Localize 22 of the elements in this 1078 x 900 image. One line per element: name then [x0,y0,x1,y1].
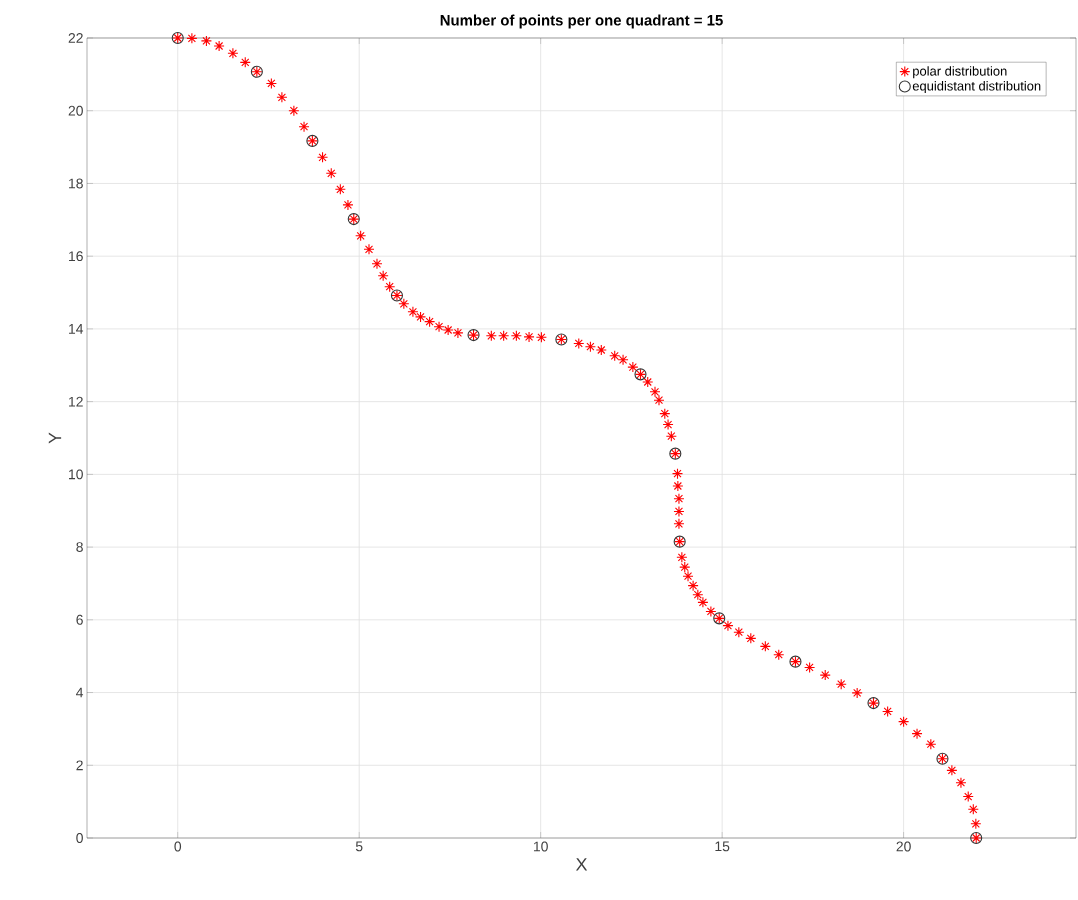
y-tick-label: 4 [76,687,84,698]
y-tick-label: 22 [68,33,83,43]
y-tick-label: 6 [76,614,83,625]
y-tick-label: 12 [69,396,83,407]
x-tick-label: 10 [533,841,548,852]
x-axis-title: X [575,858,588,871]
y-tick-label: 0 [76,833,83,843]
legend-label: equidistant distribution [912,81,1041,94]
y-tick-label: 16 [69,251,83,262]
x-tick-label: 5 [355,841,363,852]
y-tick-label: 2 [76,760,83,771]
x-tick-label: 0 [174,841,182,852]
y-tick-label: 14 [69,324,84,334]
y-tick-label: 20 [68,105,83,116]
y-tick-label: 10 [69,469,83,480]
legend-label: polar distribution [913,66,1007,79]
x-tick-label: 15 [715,841,730,852]
chart-title: Number of points per one quadrant = 15 [440,14,723,29]
y-tick-label: 8 [76,542,83,553]
y-axis-title: Y [48,432,62,444]
x-tick-label: 20 [896,841,911,852]
y-tick-label: 18 [69,178,83,189]
